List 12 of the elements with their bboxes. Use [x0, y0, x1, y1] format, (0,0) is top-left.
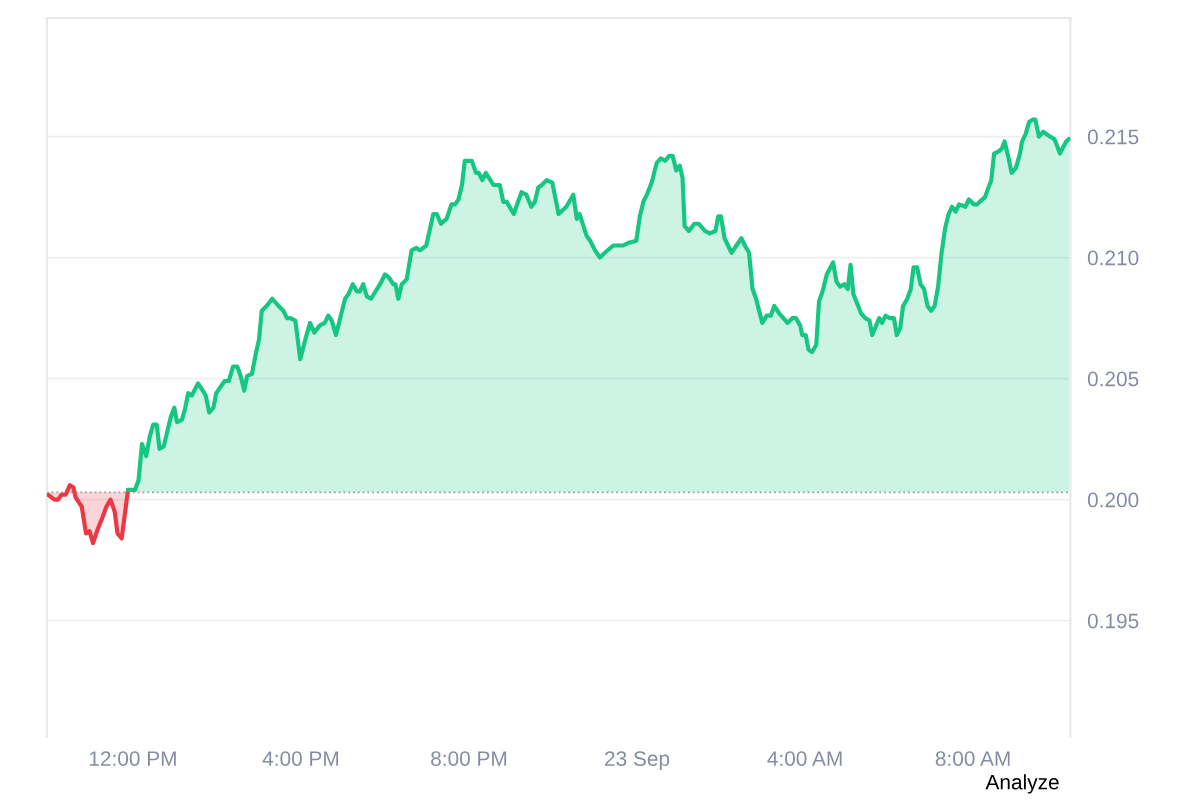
x-tick-label: 23 Sep [605, 751, 670, 771]
y-tick-label: 0.215 [1087, 129, 1139, 145]
text: Analyze [985, 774, 1059, 794]
x-tick-label: 4:00 PM [262, 751, 339, 766]
y-tick-label: 0.200 [1087, 492, 1139, 508]
y-tick-label: 0.195 [1087, 613, 1139, 629]
x-tick-label: 8:00 PM [431, 751, 507, 766]
y-tick-label: 0.210 [1087, 250, 1139, 266]
x-tick-label: 8:00 AM [935, 751, 1010, 766]
x-tick-label: 4:00 AM [767, 751, 842, 766]
x-tick-label: 12:00 PM [89, 751, 176, 766]
y-tick-label: 0.205 [1087, 371, 1139, 387]
